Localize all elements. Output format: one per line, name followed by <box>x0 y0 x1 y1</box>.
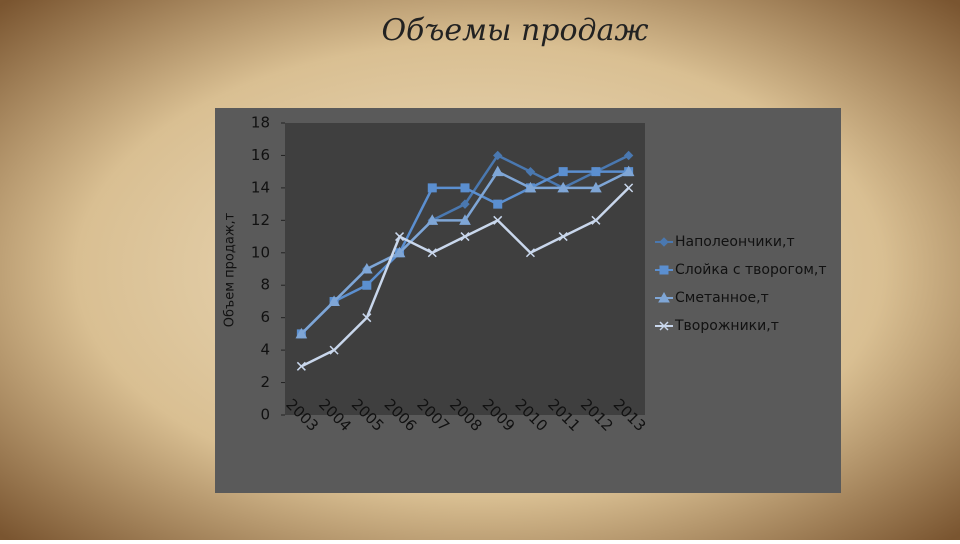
data-point <box>295 327 308 339</box>
data-point <box>459 214 471 225</box>
legend-label: Слойка с творогом,т <box>675 262 827 278</box>
y-tick-label: 4 <box>260 341 270 359</box>
y-tick-label: 8 <box>260 276 270 294</box>
legend-marker <box>659 237 669 247</box>
data-point <box>427 183 437 193</box>
data-point <box>493 199 503 209</box>
y-tick-label: 6 <box>260 308 270 326</box>
data-point <box>460 199 470 209</box>
legend-label: Наполеончики,т <box>675 234 795 250</box>
y-axis-label: Объем продаж,т <box>223 212 238 327</box>
data-point <box>329 345 339 355</box>
data-point <box>558 167 568 177</box>
legend-marker <box>659 321 669 331</box>
data-point <box>491 165 504 177</box>
chart-title: Объемы продаж <box>381 13 648 48</box>
data-point <box>493 215 503 225</box>
data-point <box>426 214 439 225</box>
y-tick-label: 12 <box>251 211 270 229</box>
data-point <box>328 295 340 306</box>
data-point <box>558 232 568 242</box>
data-point <box>360 262 373 274</box>
data-point <box>525 248 535 258</box>
data-point <box>393 246 406 258</box>
legend-label: Сметанное,т <box>675 290 769 306</box>
data-point <box>590 181 602 193</box>
data-point <box>362 280 372 290</box>
data-point <box>296 361 306 371</box>
y-tick-label: 0 <box>260 406 270 424</box>
data-point <box>493 150 503 161</box>
data-point <box>524 181 537 193</box>
data-point <box>557 181 570 193</box>
legend-marker <box>658 291 670 303</box>
data-point <box>624 183 634 193</box>
y-tick-label: 10 <box>251 243 270 261</box>
data-point <box>427 248 437 258</box>
y-tick-label: 14 <box>251 178 270 196</box>
legend-marker <box>659 265 669 275</box>
data-point <box>395 232 405 242</box>
y-tick-label: 2 <box>260 373 270 391</box>
legend-label: Творожники,т <box>674 318 779 334</box>
y-tick-label: 16 <box>251 146 270 164</box>
data-point <box>362 313 372 323</box>
plot-area <box>285 123 645 415</box>
data-point <box>460 232 470 242</box>
data-point <box>591 215 601 225</box>
data-point <box>591 167 601 177</box>
data-point <box>622 165 635 177</box>
y-tick-label: 18 <box>251 114 270 132</box>
data-point <box>623 150 634 161</box>
data-point <box>525 166 536 177</box>
data-point <box>460 183 470 193</box>
